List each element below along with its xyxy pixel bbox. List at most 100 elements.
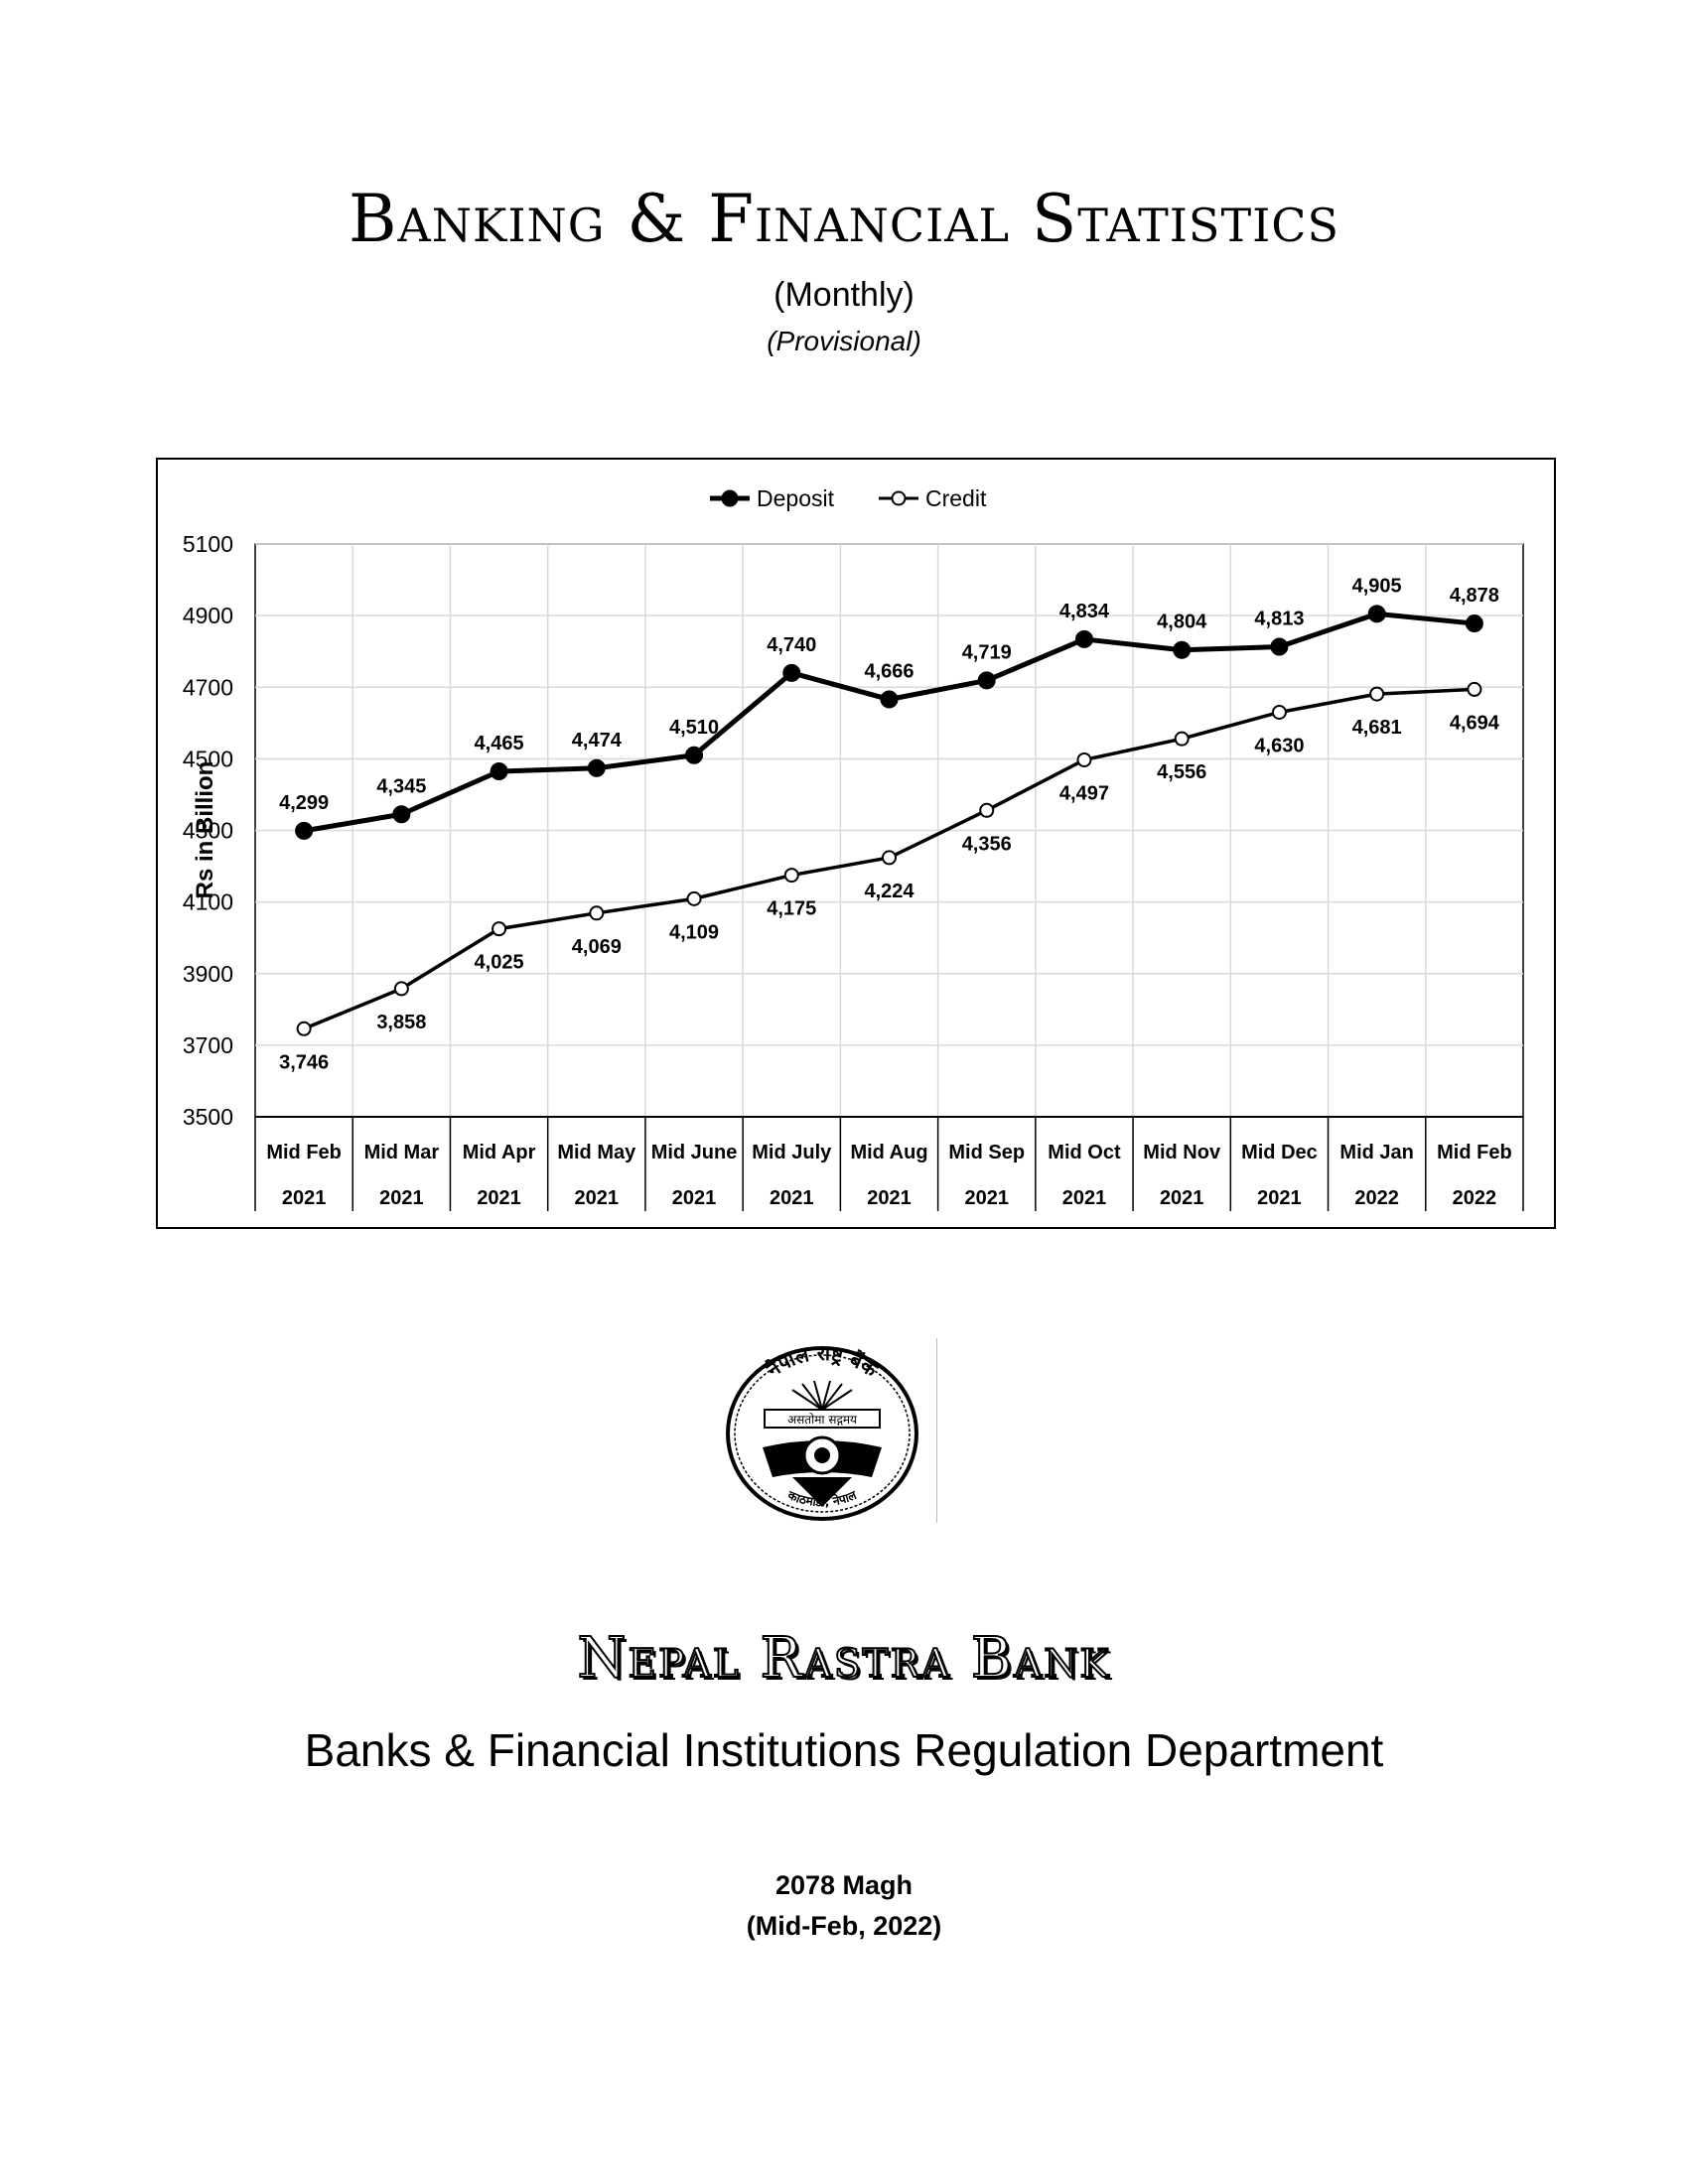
data-label-credit: 4,109 <box>669 921 719 943</box>
data-point-deposit <box>392 805 411 824</box>
x-tick-label-year: 2021 <box>1160 1187 1204 1209</box>
seal-divider <box>936 1338 937 1523</box>
x-tick-label-year: 2021 <box>282 1187 327 1209</box>
svg-text:काठमाडौं, नेपाल: काठमाडौं, नेपाल <box>785 1488 860 1510</box>
series-line-deposit <box>303 611 1476 834</box>
data-point-credit <box>882 850 897 866</box>
x-tick-label-year: 2022 <box>1354 1187 1399 1209</box>
data-label-credit: 4,175 <box>767 898 816 920</box>
data-label-credit: 4,356 <box>962 833 1012 855</box>
y-tick-label: 3700 <box>183 1032 233 1058</box>
data-label-deposit: 4,813 <box>1254 608 1304 629</box>
x-tick-label-year: 2022 <box>1453 1187 1497 1209</box>
y-tick-label: 4900 <box>183 603 233 628</box>
data-point-deposit <box>782 663 801 682</box>
x-tick-label-month: Mid Sep <box>948 1142 1025 1163</box>
x-tick-label-year: 2021 <box>477 1187 520 1209</box>
data-label-credit: 3,746 <box>279 1051 329 1073</box>
legend-marker-credit <box>891 490 907 506</box>
x-tick-label-year: 2021 <box>672 1187 717 1209</box>
y-tick-label: 5100 <box>183 531 233 557</box>
page-subtitle: (Monthly) <box>774 276 914 314</box>
x-tick-label-month: Mid June <box>651 1142 738 1163</box>
data-point-credit <box>1174 731 1190 747</box>
data-point-credit <box>1467 681 1482 697</box>
data-label-deposit: 4,299 <box>279 792 329 814</box>
svg-text:असतोमा सद्गमय: असतोमा सद्गमय <box>787 1413 858 1427</box>
data-point-credit <box>783 868 799 884</box>
data-point-credit <box>1369 686 1385 702</box>
data-label-credit: 4,556 <box>1157 761 1206 783</box>
data-point-credit <box>492 921 507 937</box>
data-point-deposit <box>295 821 314 840</box>
department-name: Banks & Financial Institutions Regulatio… <box>304 1724 1384 1776</box>
report-date-nepali: 2078 Magh <box>774 1870 914 1900</box>
x-tick-label-month: Mid May <box>557 1142 636 1163</box>
x-tick-label-year: 2021 <box>1257 1187 1302 1209</box>
data-point-deposit <box>1074 629 1093 648</box>
data-label-credit: 4,069 <box>572 936 622 958</box>
x-tick-label-month: Mid Apr <box>463 1142 536 1163</box>
y-tick-label: 4300 <box>183 818 233 844</box>
data-point-deposit <box>685 746 704 764</box>
data-label-credit: 4,224 <box>864 881 914 902</box>
data-label-deposit: 4,510 <box>669 717 719 739</box>
y-tick-label: 4100 <box>183 889 233 915</box>
data-point-credit <box>1076 751 1092 767</box>
data-label-deposit: 4,666 <box>864 661 914 683</box>
x-tick-label-year: 2021 <box>964 1187 1009 1209</box>
x-tick-label-year: 2021 <box>867 1187 912 1209</box>
data-point-deposit <box>1367 605 1386 623</box>
data-label-deposit: 4,740 <box>767 634 816 656</box>
data-point-deposit <box>977 671 996 690</box>
x-tick-label-month: Mid Feb <box>266 1142 342 1163</box>
legend-label-credit: Credit <box>925 485 987 511</box>
data-label-credit: 4,681 <box>1352 717 1402 739</box>
data-label-credit: 4,694 <box>1450 712 1500 734</box>
legend-label-deposit: Deposit <box>757 485 835 511</box>
data-label-deposit: 4,905 <box>1352 575 1402 597</box>
data-label-deposit: 4,719 <box>962 641 1012 663</box>
deposit-credit-chart: 3500 3700 3900 4100 4300 4500 4700 4900 5100 Mid … <box>156 458 1556 1229</box>
x-tick-label-month: Mid Jan <box>1339 1142 1413 1163</box>
data-point-deposit <box>880 690 899 709</box>
x-tick-label-month: Mid July <box>752 1142 832 1163</box>
data-label-deposit: 4,804 <box>1157 612 1207 633</box>
data-point-credit <box>393 981 409 997</box>
data-label-deposit: 4,878 <box>1450 585 1499 607</box>
x-tick-label-month: Mid Mar <box>364 1142 440 1163</box>
x-tick-label-month: Mid Oct <box>1048 1142 1121 1163</box>
data-point-credit <box>589 905 605 921</box>
y-axis-title: Rs in Billion <box>192 761 218 899</box>
data-point-deposit <box>1173 640 1192 659</box>
y-tick-label: 3500 <box>183 1104 233 1130</box>
x-tick-label-year: 2021 <box>770 1187 814 1209</box>
data-label-deposit: 4,474 <box>572 730 623 751</box>
page-title: Banking & Financial Statistics <box>348 181 1340 257</box>
x-tick-label-year: 2021 <box>575 1187 620 1209</box>
x-tick-label-month: Mid Aug <box>850 1142 927 1163</box>
data-label-deposit: 4,465 <box>475 733 524 754</box>
x-tick-label-month: Mid Nov <box>1143 1142 1221 1163</box>
report-date-english: (Mid-Feb, 2022) <box>746 1911 942 1941</box>
data-point-credit <box>296 1021 312 1036</box>
x-tick-label-year: 2021 <box>379 1187 424 1209</box>
legend-marker-deposit <box>721 489 739 507</box>
x-tick-label-month: Mid Feb <box>1437 1142 1512 1163</box>
data-label-deposit: 4,834 <box>1059 601 1110 622</box>
nepal-rastra-bank-seal-icon: नेपाल राष्ट्र बैंक असतोमा सद्गमय काठमाडौ… <box>723 1338 921 1523</box>
y-tick-label: 3900 <box>183 961 233 987</box>
data-point-deposit <box>1465 614 1483 633</box>
y-tick-label: 4500 <box>183 746 233 771</box>
data-point-credit <box>1271 704 1287 720</box>
data-label-credit: 4,497 <box>1059 782 1109 804</box>
x-tick-label-year: 2021 <box>1062 1187 1107 1209</box>
data-point-credit <box>686 890 702 906</box>
x-tick-label-month: Mid Dec <box>1241 1142 1318 1163</box>
data-point-deposit <box>1270 637 1289 656</box>
data-point-deposit <box>587 758 606 777</box>
data-label-credit: 4,630 <box>1254 735 1304 756</box>
data-label-credit: 3,858 <box>376 1012 426 1033</box>
data-point-deposit <box>490 761 508 780</box>
data-point-credit <box>979 802 995 818</box>
